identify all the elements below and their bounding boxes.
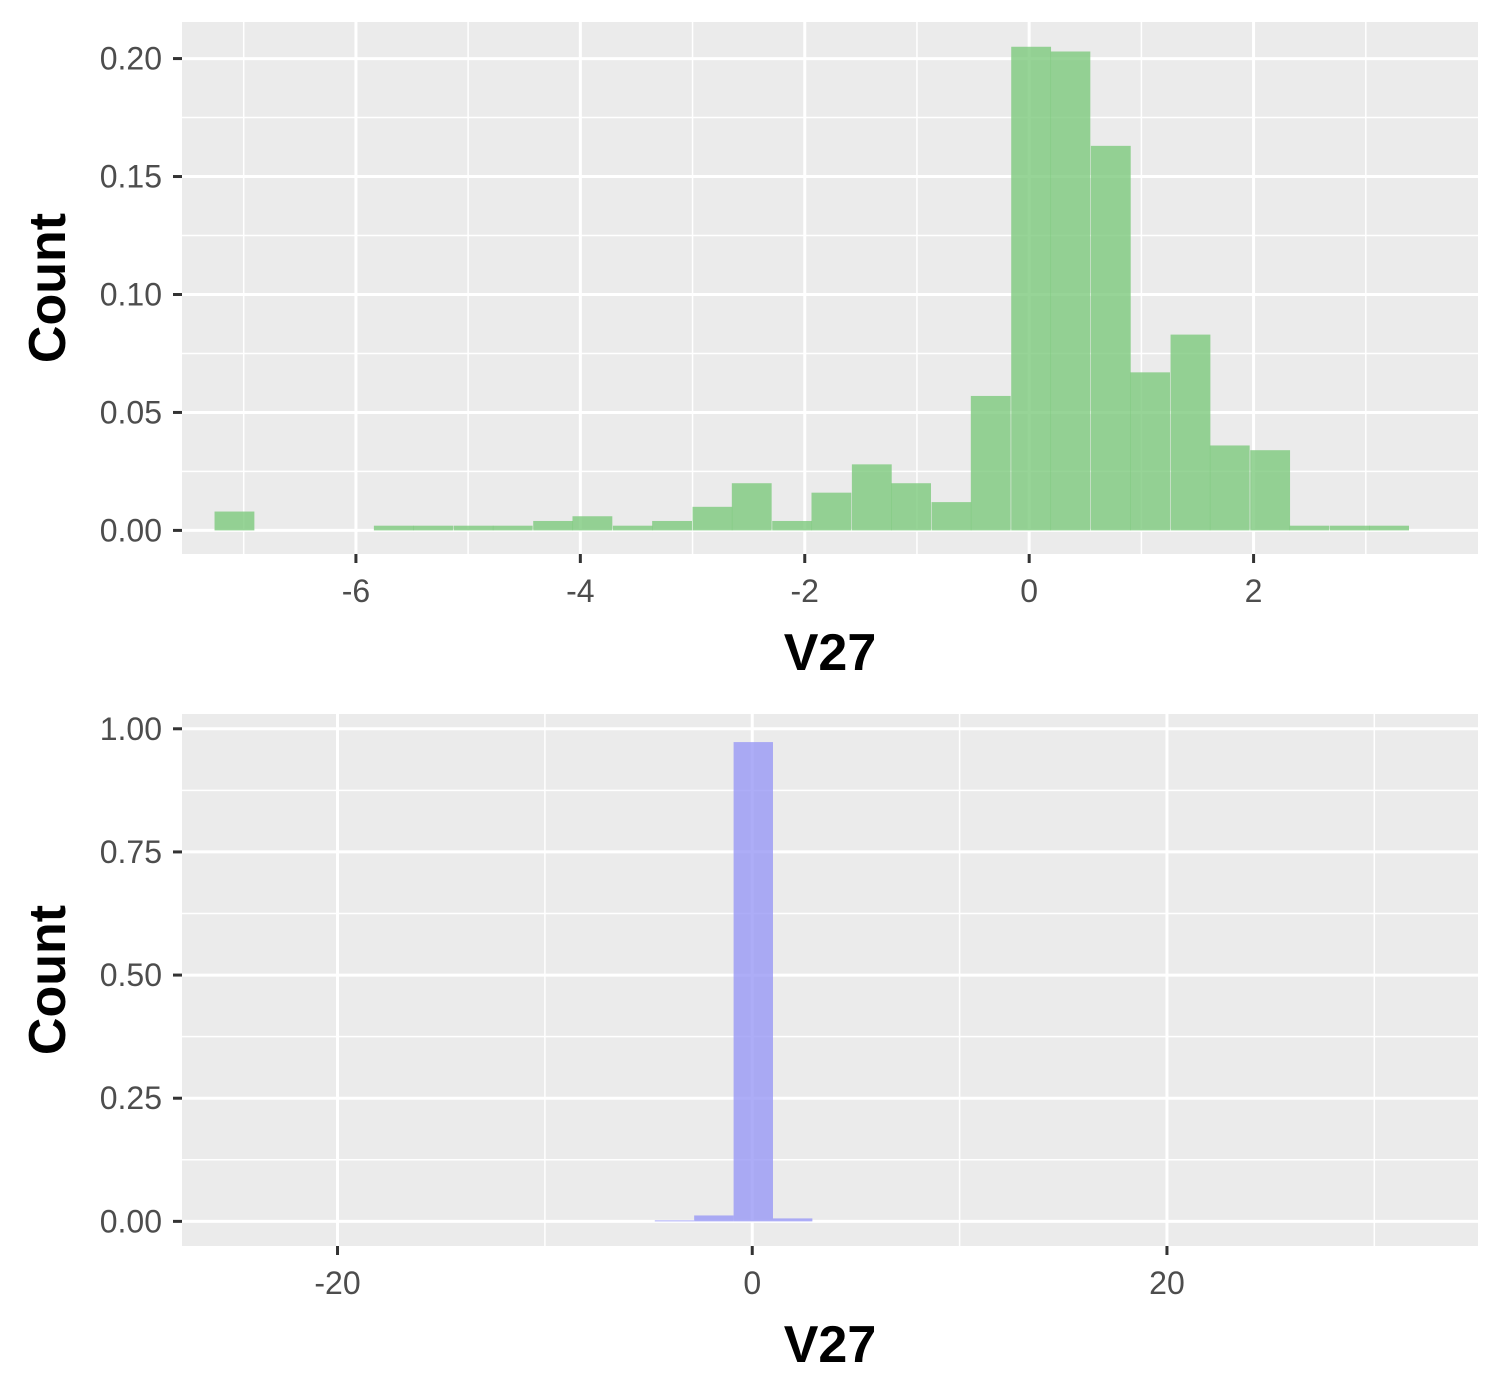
histogram-bar xyxy=(1050,51,1091,531)
y-tick-label: 0.20 xyxy=(100,41,162,77)
x-tick-label: 0 xyxy=(743,1265,761,1301)
x-tick-label: 0 xyxy=(1020,573,1038,609)
y-axis-title: Count xyxy=(19,905,77,1055)
histogram-bar xyxy=(492,525,533,531)
histogram-bar xyxy=(692,506,733,531)
histogram-bar xyxy=(453,525,494,531)
histogram-bar xyxy=(1289,525,1330,531)
x-tick-label: -4 xyxy=(566,573,594,609)
plot-panel xyxy=(182,714,1478,1246)
histogram-bar xyxy=(772,520,813,531)
x-tick-label: -2 xyxy=(791,573,819,609)
x-tick-label: 2 xyxy=(1245,573,1263,609)
histogram-bar xyxy=(1170,334,1211,531)
histogram-bar xyxy=(1250,450,1291,531)
x-axis-title: V27 xyxy=(784,624,877,682)
histogram-bar xyxy=(214,511,255,531)
y-tick-label: 1.00 xyxy=(100,711,162,747)
histogram-bar xyxy=(970,395,1011,531)
histogram-bar xyxy=(811,492,852,531)
histogram-bar xyxy=(652,520,692,531)
histogram-bar xyxy=(1209,445,1250,531)
x-tick-label: -6 xyxy=(342,573,370,609)
histogram-bar xyxy=(851,464,892,531)
y-tick-label: 0.00 xyxy=(100,1203,162,1239)
y-tick-label: 0.00 xyxy=(100,512,162,548)
histogram-bar xyxy=(772,1218,813,1222)
y-tick-label: 0.75 xyxy=(100,834,162,870)
y-tick-label: 0.15 xyxy=(100,159,162,195)
histogram-bar xyxy=(1011,46,1052,531)
y-tick-label: 0.10 xyxy=(100,276,162,312)
histogram-bar xyxy=(694,1215,734,1222)
histogram-bar xyxy=(654,1220,695,1222)
x-axis-title: V27 xyxy=(784,1316,877,1374)
histogram-bar xyxy=(612,525,653,531)
histogram-bar xyxy=(373,525,414,531)
x-tick-label: 20 xyxy=(1149,1265,1185,1301)
bottom-histogram-panel: -20 0 20 0.00 0.25 0.50 0.75 1.00 V27 Count xyxy=(19,711,1478,1374)
histogram-bar xyxy=(731,483,772,531)
x-tick-label: -20 xyxy=(314,1265,360,1301)
histogram-bar xyxy=(891,483,931,531)
histogram-bar xyxy=(931,502,972,531)
histogram-bar xyxy=(413,525,453,531)
histogram-bar xyxy=(572,516,613,531)
histogram-bar xyxy=(1329,525,1370,531)
histogram-bar xyxy=(1090,145,1131,531)
y-axis-title: Count xyxy=(19,213,77,363)
histogram-bar xyxy=(533,520,574,531)
y-tick-label: 0.50 xyxy=(100,957,162,993)
y-tick-label: 0.05 xyxy=(100,394,162,430)
y-tick-label: 0.25 xyxy=(100,1080,162,1116)
histogram-bar xyxy=(733,742,773,1222)
histogram-bar xyxy=(1130,372,1170,531)
top-histogram-panel: -6 -4 -2 0 2 0.00 0.05 0.10 0.15 0.20 V27 Count xyxy=(19,22,1478,682)
histogram-bar xyxy=(1369,525,1409,531)
